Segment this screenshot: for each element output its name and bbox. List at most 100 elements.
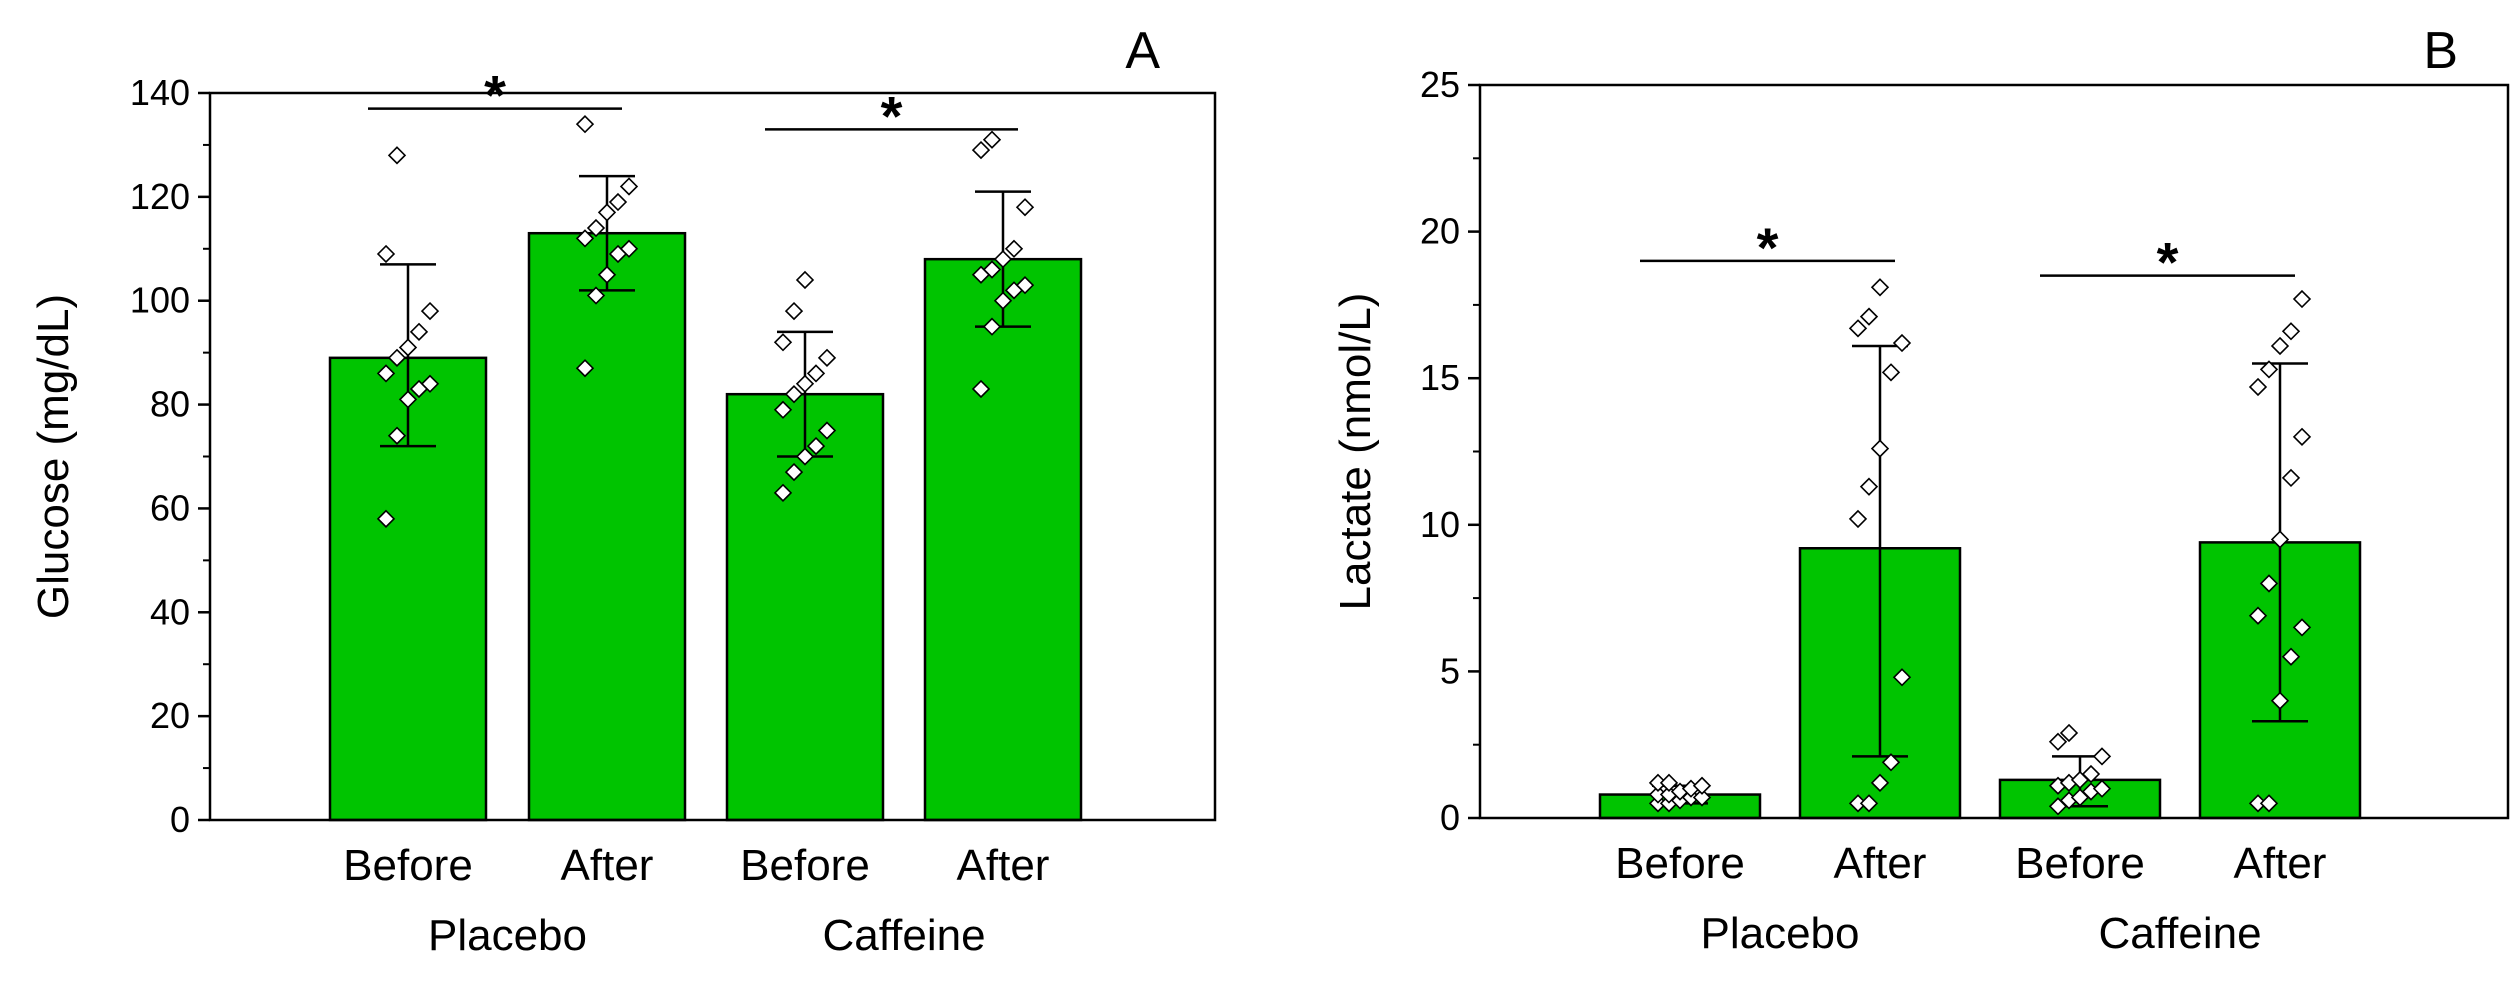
data-point-2-8 [806,364,826,383]
data-point-1-6 [1859,477,1879,496]
significance-asterisk: * [1757,216,1779,279]
y-tick-label: 120 [130,176,190,217]
significance-asterisk: * [2157,231,2179,294]
data-point-1-9 [1892,333,1912,353]
data-point-3-3 [2281,647,2301,666]
data-point-2-10 [773,333,793,352]
data-point-1-4 [1892,668,1912,687]
y-tick-label: 40 [150,591,190,632]
data-point-2-9 [817,348,837,367]
data-point-3-13 [2281,322,2301,341]
y-tick-label: 140 [130,72,190,113]
data-point-1-6 [586,218,606,238]
data-point-0-8 [409,322,429,342]
y-tick-label: 10 [1420,504,1460,545]
category-label: After [561,841,654,890]
data-point-1-10 [1848,319,1868,338]
data-point-3-7 [993,250,1013,269]
y-tick-label: 15 [1420,357,1460,398]
data-point-2-4 [817,421,837,440]
data-point-3-1 [982,317,1002,336]
data-point-2-12 [795,270,815,290]
data-point-0-4 [1692,788,1712,807]
category-label: After [2234,839,2327,888]
data-point-3-7 [2270,530,2290,549]
data-point-1-2 [597,265,617,284]
y-axis-title: Glucose (mg/dL) [29,294,78,619]
data-point-1-7 [597,203,617,222]
data-point-2-11 [2059,723,2079,743]
data-point-3-11 [982,130,1002,149]
data-point-0-9 [420,301,440,321]
y-tick-label: 20 [150,695,190,736]
data-point-2-6 [784,385,804,404]
data-point-3-5 [2248,606,2268,625]
data-point-1-4 [619,239,639,258]
data-point-2-9 [2092,747,2112,766]
y-tick-label: 0 [170,799,190,840]
data-point-3-4 [2292,618,2312,637]
category-label: Before [740,841,870,890]
data-point-3-6 [2259,574,2279,593]
data-point-0-9 [1692,776,1712,795]
data-point-1-9 [619,177,639,196]
panel-label: B [2423,22,2458,80]
panel-a-glucose-chart: 0 20 40 60 80 100 120 140 Glucose (mg/dL) Before A… [29,22,1217,960]
data-point-3-2 [993,291,1013,310]
data-point-3-10 [971,140,991,160]
data-point-2-4 [2092,779,2112,798]
y-tick-label: 0 [1440,797,1460,838]
data-point-1-5 [1848,509,1868,529]
group-label: Caffeine [822,911,985,960]
data-point-2-8 [2081,764,2101,784]
data-point-0-6 [387,348,407,367]
data-point-3-8 [2281,468,2301,488]
data-point-0-11 [387,146,407,165]
y-tick-label: 80 [150,384,190,425]
data-point-1-5 [575,229,595,248]
data-point-3-9 [2292,427,2312,446]
data-point-1-1 [1859,794,1879,813]
data-point-2-0 [773,483,793,502]
data-point-3-1 [2259,794,2279,813]
data-point-1-2 [1870,773,1890,792]
data-point-3-6 [982,260,1002,279]
data-point-1-11 [1859,307,1879,326]
category-label: Before [343,841,473,890]
data-point-3-2 [2270,691,2290,710]
y-tick-label: 25 [1420,64,1460,105]
data-point-0-5 [376,364,396,383]
data-point-0-4 [420,374,440,393]
data-point-3-9 [1015,198,1035,217]
category-label: After [957,841,1050,890]
data-point-2-5 [773,400,793,419]
data-point-3-14 [2292,289,2312,309]
data-point-1-1 [586,286,606,305]
group-label: Caffeine [2098,909,2261,958]
data-point-2-2 [795,447,815,466]
data-point-3-10 [2248,377,2268,397]
data-point-3-11 [2259,360,2279,379]
category-label: Before [1615,839,1745,888]
data-point-2-7 [795,374,815,393]
y-tick-label: 5 [1440,650,1460,691]
data-point-1-7 [1870,439,1890,458]
panel-label: A [1125,22,1160,80]
bar-after-placebo [527,231,687,822]
data-point-3-8 [1004,239,1024,258]
data-point-1-12 [1870,278,1890,297]
significance-asterisk: * [881,84,903,147]
significance-asterisk: * [484,64,506,127]
bar-after-caffeine [923,257,1083,822]
data-point-1-10 [575,115,595,134]
data-point-3-4 [1015,276,1035,295]
data-point-2-10 [2048,732,2068,751]
data-point-0-1 [387,426,407,445]
y-axis-title: Lactate (nmol/L) [1331,293,1380,611]
data-point-1-0 [575,359,595,378]
data-point-0-10 [376,244,396,264]
data-point-2-1 [784,462,804,482]
data-point-3-0 [971,379,991,399]
data-point-0-2 [398,390,418,409]
